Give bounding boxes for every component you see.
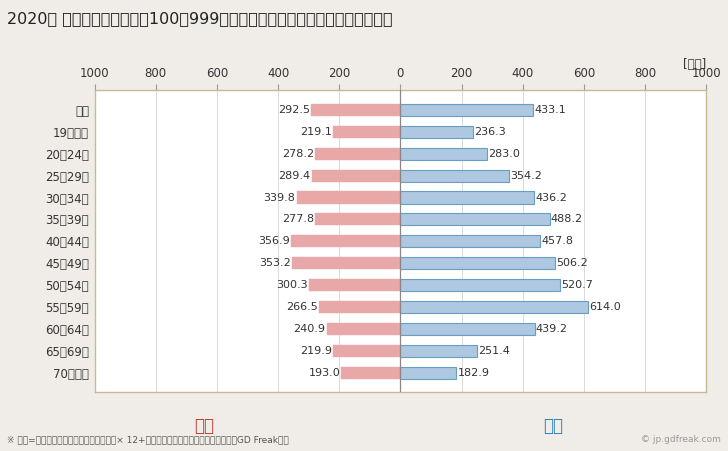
Text: 277.8: 277.8 (282, 214, 314, 225)
Bar (296, 192, 400, 203)
Text: 289.4: 289.4 (279, 170, 311, 180)
Bar (400, 301, 588, 313)
Bar (400, 323, 534, 335)
Bar (400, 148, 487, 160)
Bar (327, 323, 400, 335)
Text: 283.0: 283.0 (488, 149, 520, 159)
Text: 433.1: 433.1 (534, 105, 566, 115)
Text: 354.2: 354.2 (510, 170, 542, 180)
Bar (293, 257, 400, 269)
Bar (333, 345, 400, 357)
Text: 356.9: 356.9 (258, 236, 290, 246)
Text: © jp.gdfreak.com: © jp.gdfreak.com (641, 435, 721, 444)
Text: 436.2: 436.2 (535, 193, 567, 202)
Bar (400, 104, 533, 116)
Text: 240.9: 240.9 (293, 324, 325, 334)
Bar (291, 235, 400, 247)
Bar (315, 213, 400, 226)
Bar (400, 367, 456, 379)
Bar (400, 126, 472, 138)
Bar (400, 170, 509, 182)
Text: [万円]: [万円] (683, 58, 706, 70)
Bar (333, 126, 400, 138)
Bar (319, 301, 400, 313)
Text: ※ 年収=「きまって支給する現金給与額」× 12+「年間賞与その他特別給与額」としてGD Freak推計: ※ 年収=「きまって支給する現金給与額」× 12+「年間賞与その他特別給与額」と… (7, 435, 289, 444)
Text: 439.2: 439.2 (536, 324, 568, 334)
Text: 353.2: 353.2 (259, 258, 291, 268)
Text: 182.9: 182.9 (457, 368, 489, 377)
Text: 193.0: 193.0 (309, 368, 340, 377)
Text: 2020年 民間企業（従業者数100〜999人）フルタイム労働者の男女別平均年収: 2020年 民間企業（従業者数100〜999人）フルタイム労働者の男女別平均年収 (7, 11, 393, 26)
Bar (400, 257, 555, 269)
Bar (309, 279, 400, 291)
Bar (341, 367, 400, 379)
Text: 女性: 女性 (194, 417, 214, 435)
Text: 457.8: 457.8 (542, 236, 574, 246)
Bar (312, 170, 400, 182)
Text: 520.7: 520.7 (561, 280, 593, 290)
Text: 278.2: 278.2 (282, 149, 314, 159)
Text: 292.5: 292.5 (278, 105, 309, 115)
Text: 506.2: 506.2 (556, 258, 588, 268)
Text: 339.8: 339.8 (264, 193, 296, 202)
Bar (311, 104, 400, 116)
Text: 男性: 男性 (543, 417, 563, 435)
Bar (400, 235, 540, 247)
Text: 219.9: 219.9 (300, 346, 332, 356)
Text: 251.4: 251.4 (478, 346, 510, 356)
Bar (315, 148, 400, 160)
Bar (400, 213, 550, 226)
Text: 236.3: 236.3 (474, 127, 506, 137)
Text: 614.0: 614.0 (590, 302, 621, 312)
Text: 219.1: 219.1 (301, 127, 332, 137)
Text: 266.5: 266.5 (286, 302, 317, 312)
Bar (400, 279, 560, 291)
Text: 300.3: 300.3 (276, 280, 307, 290)
Bar (400, 345, 478, 357)
Text: 488.2: 488.2 (551, 214, 583, 225)
Bar (400, 192, 534, 203)
